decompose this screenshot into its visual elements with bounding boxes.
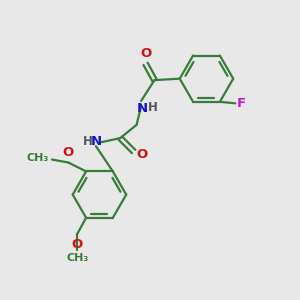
Text: O: O [140,47,151,60]
Text: O: O [72,238,83,251]
Text: N: N [137,102,148,116]
Text: O: O [62,146,73,159]
Text: N: N [90,136,101,148]
Text: O: O [136,148,148,161]
Text: CH₃: CH₃ [66,253,88,263]
Text: CH₃: CH₃ [26,153,48,163]
Text: H: H [83,136,93,148]
Text: H: H [147,101,157,114]
Text: F: F [236,97,246,110]
